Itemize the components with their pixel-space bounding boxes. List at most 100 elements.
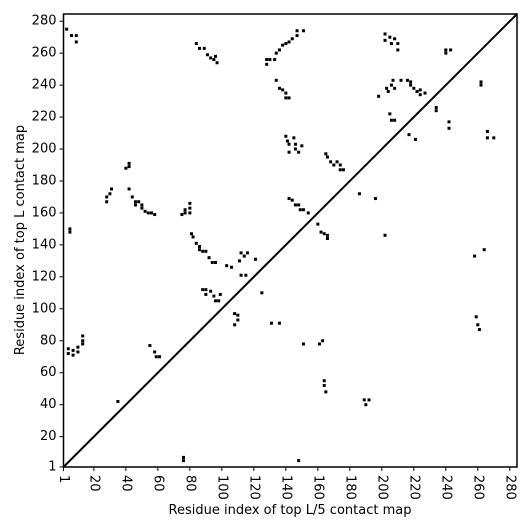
contact-point (407, 133, 411, 137)
contact-point (415, 89, 419, 93)
contact-point (277, 321, 281, 325)
contact-point (194, 42, 198, 46)
contact-point (293, 203, 297, 207)
contact-point (290, 198, 294, 202)
contact-point (482, 248, 486, 252)
contact-point (66, 352, 70, 356)
contact-point (233, 312, 237, 316)
y-tick-label: 160 (32, 205, 57, 220)
contact-point (335, 160, 339, 164)
contact-point (341, 168, 345, 172)
y-tick-label: 260 (32, 46, 57, 61)
contact-point (268, 58, 272, 62)
contact-point (74, 34, 78, 38)
y-tick-label: 100 (32, 301, 57, 316)
contact-point (393, 37, 397, 41)
contact-point (189, 232, 193, 236)
y-tick-label: 240 (32, 78, 57, 93)
x-tick-label: 1 (56, 475, 71, 483)
contact-point (325, 237, 329, 241)
contact-point (244, 273, 248, 277)
contact-point (418, 88, 422, 92)
contact-point (274, 78, 278, 82)
contact-point (321, 339, 325, 343)
y-tick-label: 140 (32, 237, 57, 252)
contact-point (298, 208, 302, 212)
contact-point (477, 328, 481, 332)
contact-point (301, 342, 305, 346)
contact-point (209, 56, 213, 60)
y-tick-label: 200 (32, 142, 57, 157)
contact-point (153, 350, 157, 354)
contact-point (277, 48, 281, 52)
contact-point (292, 136, 296, 140)
contact-point (143, 209, 147, 213)
contact-point (383, 233, 387, 237)
contact-point (386, 89, 390, 93)
contact-point (396, 48, 400, 52)
contact-point (81, 334, 85, 338)
contact-point (377, 94, 381, 98)
contact-point (476, 323, 480, 327)
contact-point (65, 27, 69, 31)
contact-point (237, 259, 241, 263)
contact-point (204, 288, 208, 292)
contact-point (76, 345, 80, 349)
contact-point (197, 244, 201, 248)
contact-point (412, 86, 416, 90)
contact-point (239, 273, 243, 277)
contact-point (133, 203, 137, 207)
x-tick-label: 140 (278, 475, 293, 500)
contact-point (207, 256, 211, 260)
contact-point (322, 232, 326, 236)
contact-point (146, 211, 150, 215)
contact-point (389, 83, 393, 87)
contact-point (74, 40, 78, 44)
contact-point (409, 80, 413, 84)
contact-point (236, 318, 240, 322)
x-tick-label: 60 (150, 475, 165, 492)
x-tick-label: 280 (502, 475, 517, 500)
contact-point (71, 353, 75, 357)
contact-point (473, 254, 477, 258)
diagonal-line (62, 13, 518, 468)
contact-point (284, 134, 288, 138)
contact-point (210, 260, 214, 264)
contact-point (209, 289, 213, 293)
contact-point (215, 61, 219, 65)
x-tick-label: 100 (214, 475, 229, 500)
contact-point (389, 118, 393, 122)
contact-point (324, 390, 328, 394)
contact-point (287, 96, 291, 100)
contact-point (434, 105, 438, 109)
contact-point (213, 54, 217, 58)
contact-point (399, 78, 403, 82)
contact-point (130, 195, 134, 199)
contact-point (287, 142, 291, 146)
contact-point (325, 233, 329, 237)
contact-point (204, 292, 208, 296)
contact-point (201, 288, 205, 292)
contact-point (194, 241, 198, 245)
contact-point (281, 88, 285, 92)
x-tick-label: 20 (86, 475, 101, 492)
contact-point (287, 197, 291, 201)
contact-point (202, 46, 206, 50)
contact-point (357, 192, 361, 196)
contact-point (383, 38, 387, 42)
contact-point (133, 200, 137, 204)
x-tick-label: 180 (342, 475, 357, 500)
contact-point (332, 163, 336, 167)
contact-point (127, 161, 131, 165)
contact-point (188, 211, 192, 215)
contact-point (269, 321, 273, 325)
contact-point (265, 58, 269, 62)
contact-point (236, 313, 240, 317)
contact-point (418, 93, 422, 97)
contact-point (362, 398, 366, 402)
x-axis-label: Residue index of top L/5 contact map (169, 503, 412, 518)
contact-point (391, 78, 395, 82)
contact-point (148, 344, 152, 348)
y-tick-label: 20 (40, 429, 57, 444)
